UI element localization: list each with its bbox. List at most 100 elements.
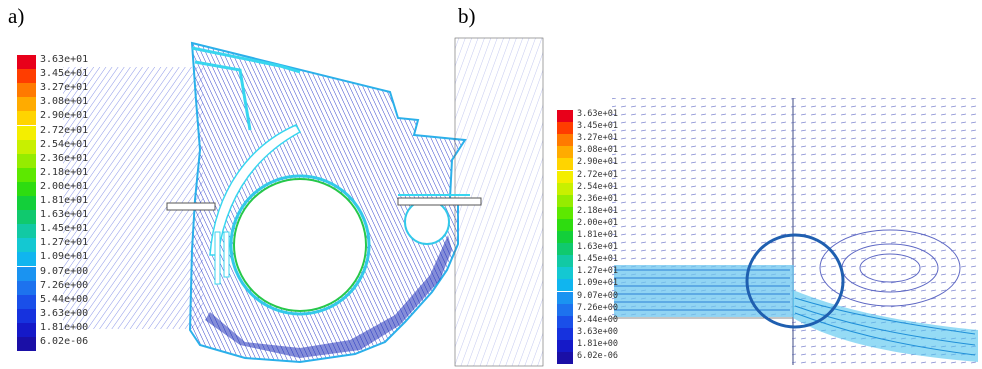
colorbar-b-swatch: [557, 352, 573, 365]
colorbar-b-swatch: [557, 194, 573, 207]
colorbar-a-swatch: [17, 181, 36, 196]
highlight-circle: [745, 233, 845, 329]
colorbar-a-tick-label: 9.07e+00: [40, 265, 89, 277]
plume-streaks: [794, 297, 976, 356]
colorbar-a-swatch: [17, 252, 36, 267]
colorbar-a-tick-label: 6.02e-06: [40, 336, 89, 347]
colorbar-a-tick-label: 2.18e+01: [40, 166, 89, 178]
colorbar-a-tick-label: 5.44e+00: [40, 293, 89, 305]
colorbar-b-swatch: [557, 255, 573, 268]
panel-label-a: a): [8, 4, 25, 28]
inlet-region: [63, 67, 203, 329]
colorbar-a-swatch: [17, 266, 36, 281]
colorbar-a-swatch: [17, 322, 36, 337]
colorbar-a-swatch: [17, 210, 36, 225]
casing-inner-slot: [194, 60, 252, 131]
colorbar-a-tick-label: 1.81e+00: [40, 321, 89, 333]
lower-left-blank: [612, 319, 792, 365]
colorbar-a-tick-label: 2.00e+01: [40, 180, 89, 192]
colorbar-b-swatch: [557, 339, 573, 352]
colorbar-b-swatch: [557, 231, 573, 244]
colorbar-a-tick-label: 3.27e+01: [40, 82, 89, 94]
colorbar-b-tick-label: 1.09e+01: [577, 278, 618, 289]
colorbar-b-tick-label: 3.08e+01: [577, 145, 618, 156]
colorbar-a-tick-label: 2.36e+01: [40, 152, 89, 164]
colorbar-b-swatch: [557, 146, 573, 159]
colorbar-b-swatch: [557, 315, 573, 328]
colorbar-b-tick-label: 3.27e+01: [577, 133, 618, 144]
colorbar-b-tick-label: 2.36e+01: [577, 193, 618, 204]
colorbar-a-tick-label: 1.63e+01: [40, 209, 89, 221]
colorbar-a-tick-label: 7.26e+00: [40, 279, 89, 291]
colorbar-a-tick-label: 2.72e+01: [40, 124, 89, 136]
colorbar-a-tick-label: 3.08e+01: [40, 96, 89, 108]
colorbar-b-tick-label: 1.63e+01: [577, 242, 618, 253]
colorbar-a-tick-label: 2.54e+01: [40, 138, 89, 150]
colorbar-a-swatch: [17, 308, 36, 323]
colorbar-a-swatch: [17, 69, 36, 84]
colorbar-b-tick-label: 5.44e+00: [577, 314, 618, 325]
colorbar-a-swatch: [17, 125, 36, 140]
colorbar-a-swatch: [17, 153, 36, 168]
colorbar-a-tick-label: 1.45e+01: [40, 223, 89, 235]
colorbar-a-tick-label: 3.45e+01: [40, 68, 89, 80]
colorbar-a-swatch: [17, 111, 36, 126]
colorbar-a-swatch: [17, 294, 36, 309]
jet-core: [614, 265, 794, 317]
colorbar-b-swatch: [557, 182, 573, 195]
colorbar-b-tick-label: 3.45e+01: [577, 121, 618, 132]
colorbar-a-swatch: [17, 224, 36, 239]
colorbar-b-tick-label: 7.26e+00: [577, 302, 618, 313]
small-cylinder: [404, 199, 450, 245]
colorbar-b-swatch: [557, 158, 573, 171]
colorbar-b-tick-label: 1.81e+00: [577, 338, 618, 349]
colorbar-a-swatch: [17, 167, 36, 182]
colorbar-a-tick-label: 1.81e+01: [40, 195, 89, 206]
left-plate: [166, 202, 216, 211]
colorbar-a-tick-label: 3.63e+01: [40, 54, 89, 65]
colorbar-a-tick-label: 1.09e+01: [40, 251, 89, 263]
slit-1: [214, 231, 221, 285]
main-cylinder-ring: [229, 174, 371, 316]
colorbar-a-swatch: [17, 238, 36, 253]
casing-top-edge: [191, 46, 301, 74]
colorbar-b-swatch: [557, 303, 573, 316]
colorbar-b-swatch: [557, 279, 573, 292]
colorbar-a-swatch: [17, 83, 36, 98]
slit-2: [223, 231, 230, 278]
panel-b-flow-field: [612, 98, 980, 365]
colorbar-b-tick-label: 6.02e-06: [577, 351, 618, 361]
casing-dark-band: [205, 235, 452, 358]
right-plate: [397, 197, 482, 206]
colorbar-a-swatch: [17, 97, 36, 112]
colorbar-b-tick-label: 2.18e+01: [577, 205, 618, 216]
colorbar-b-tick-label: 9.07e+00: [577, 290, 618, 301]
colorbar-a-swatch: [17, 196, 36, 211]
panel-a-flow-field: [63, 37, 544, 367]
panel-label-b: b): [458, 4, 476, 28]
jet-streaks: [614, 269, 790, 311]
colorbar-a-tick-label: 3.63e+00: [40, 307, 89, 319]
colorbar-a-tick-label: 2.90e+01: [40, 110, 89, 122]
colorbar-b-swatch: [557, 218, 573, 231]
colorbar-b-swatch: [557, 243, 573, 256]
colorbar-b-swatch: [557, 327, 573, 340]
colorbar-b-tick-label: 2.54e+01: [577, 181, 618, 192]
colorbar-b-tick-label: 2.72e+01: [577, 169, 618, 180]
colorbar-a-swatch: [17, 280, 36, 295]
colorbar-b-swatch: [557, 110, 573, 123]
colorbar-b-tick-label: 1.27e+01: [577, 266, 618, 277]
colorbar-a-swatch: [17, 139, 36, 154]
colorbar-b-swatch: [557, 267, 573, 280]
colorbar-a-swatch: [17, 337, 36, 352]
jet-plume: [793, 290, 978, 362]
colorbar-a-swatch: [17, 55, 36, 70]
colorbar-a-tick-label: 1.27e+01: [40, 237, 89, 249]
colorbar-b-tick-label: 1.45e+01: [577, 254, 618, 265]
colorbar-b-tick-label: 2.90e+01: [577, 157, 618, 168]
colorbar-b-tick-label: 2.00e+01: [577, 217, 618, 228]
colorbar-b-tick-label: 3.63e+01: [577, 109, 618, 119]
colorbar-b-tick-label: 3.63e+00: [577, 326, 618, 337]
colorbar-b-swatch: [557, 291, 573, 304]
